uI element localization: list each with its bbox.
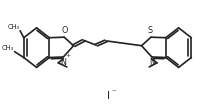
Text: S: S (148, 26, 153, 35)
Text: CH₃: CH₃ (8, 24, 20, 30)
Text: CH₃: CH₃ (2, 45, 14, 51)
Text: N: N (60, 57, 66, 67)
Text: ⁻: ⁻ (112, 88, 116, 97)
Text: I: I (107, 91, 110, 101)
Text: +: + (65, 53, 70, 58)
Text: O: O (62, 26, 68, 35)
Text: N: N (149, 57, 155, 67)
